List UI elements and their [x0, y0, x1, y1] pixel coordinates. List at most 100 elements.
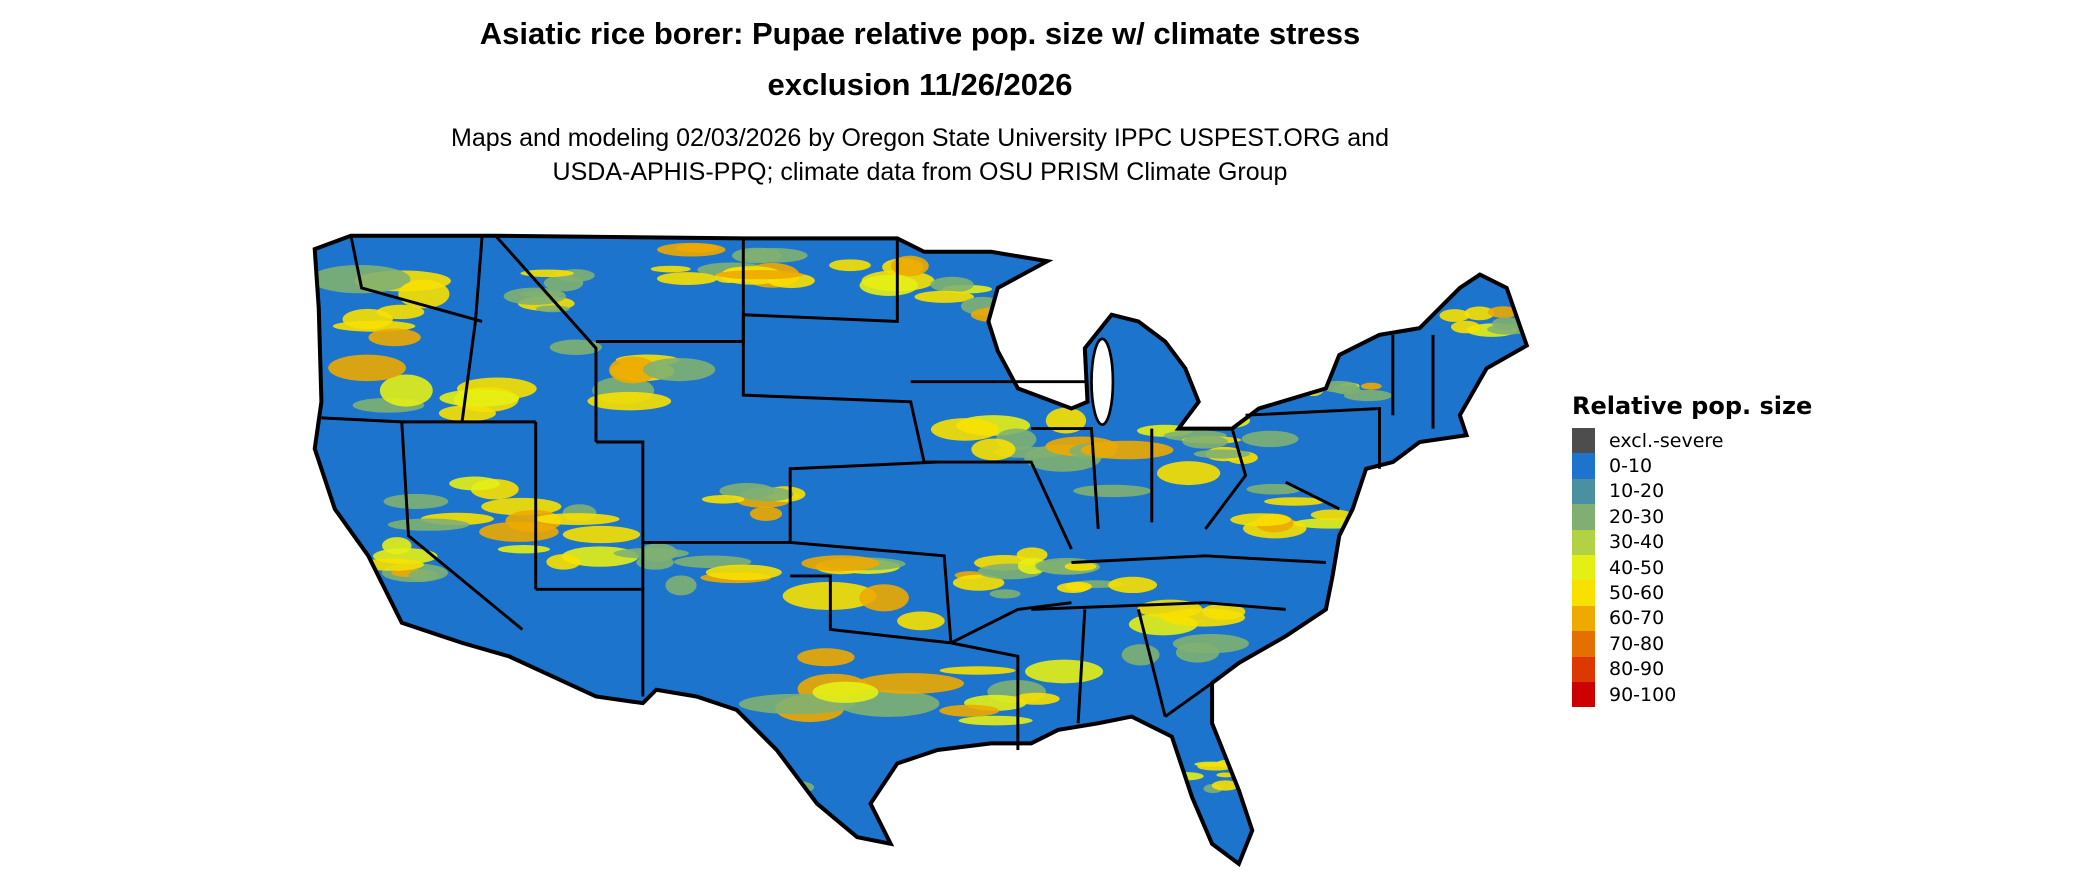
suitability-patch — [1175, 642, 1220, 663]
suitability-patch — [707, 818, 754, 828]
suitability-patch — [1016, 547, 1048, 563]
state-border — [790, 574, 1020, 751]
state-border — [924, 460, 1073, 550]
legend-label: excl.-severe — [1609, 429, 1724, 452]
suitability-patch — [673, 555, 752, 569]
map-title-line2: exclusion 11/26/2026 — [767, 67, 1073, 102]
suitability-patch — [1022, 313, 1087, 326]
suitability-patch — [859, 584, 909, 612]
suitability-patch — [656, 272, 718, 286]
conus-landmass — [314, 235, 1527, 864]
suitability-patch — [562, 525, 641, 544]
suitability-patch — [971, 438, 1016, 461]
legend-item: 40-50 — [1572, 554, 1812, 581]
state-border — [1285, 480, 1340, 511]
suitability-patch — [439, 389, 520, 407]
suitability-patch — [382, 537, 412, 555]
suitability-patch — [998, 298, 1045, 307]
state-border — [1136, 609, 1167, 717]
suitability-patch — [387, 518, 470, 531]
suitability-patch — [712, 805, 746, 813]
legend-swatch — [1572, 554, 1595, 581]
suitability-patch — [650, 265, 691, 273]
suitability-patch — [930, 276, 974, 293]
suitability-patch — [1211, 780, 1239, 791]
suitability-patch — [1241, 430, 1299, 448]
suitability-patch — [543, 274, 584, 292]
suitability-patch — [1014, 315, 1064, 330]
state-border — [400, 421, 524, 631]
legend-label: 0-10 — [1609, 455, 1653, 478]
legend-item: 80-90 — [1572, 656, 1812, 682]
legend-swatch — [1572, 478, 1595, 505]
suitability-patch — [829, 259, 871, 272]
national-border — [312, 233, 1530, 868]
suitability-patch — [734, 787, 804, 801]
legend-label: 40-50 — [1609, 556, 1665, 579]
suitability-patch — [716, 784, 758, 798]
suitability-patch — [732, 247, 782, 264]
suitability-patch — [1121, 644, 1160, 666]
legend-item: excl.-severe — [1572, 428, 1812, 454]
suitability-patch — [1464, 306, 1495, 321]
legend-title: Relative pop. size — [1572, 392, 1813, 420]
legend-item: 70-80 — [1572, 631, 1812, 657]
suitability-patch — [1065, 581, 1093, 592]
legend-swatch — [1572, 529, 1595, 555]
legend-item: 0-10 — [1572, 453, 1812, 479]
state-border — [950, 601, 1072, 645]
suitability-patch — [1045, 407, 1087, 434]
suitability-patch — [383, 493, 449, 510]
legend-label: 10-20 — [1609, 480, 1665, 503]
suitability-patch — [609, 356, 658, 384]
legend-label: 30-40 — [1609, 531, 1665, 554]
suitability-patch — [1108, 576, 1158, 594]
suitability-patch — [812, 681, 879, 703]
suitability-patch — [408, 569, 439, 582]
suitability-patch — [857, 673, 964, 694]
suitability-patch — [520, 290, 565, 297]
suitability-patch — [1013, 692, 1060, 705]
suitability-patch — [716, 269, 804, 280]
state-border — [741, 314, 926, 463]
suitability-patch — [546, 554, 581, 570]
suitability-patch — [1439, 309, 1470, 322]
suitability-patch — [1360, 382, 1382, 390]
suitability-patch — [328, 354, 406, 382]
state-border — [1071, 554, 1326, 564]
suitability-patch — [1343, 389, 1393, 402]
state-border — [790, 540, 953, 643]
suitability-patch — [1230, 513, 1291, 527]
legend-swatch — [1572, 656, 1595, 682]
legend-label: 80-90 — [1609, 658, 1665, 681]
legend-swatch — [1572, 580, 1595, 606]
legend-swatch — [1572, 605, 1595, 632]
suitability-patch — [665, 575, 697, 596]
suitability-patch — [754, 802, 812, 821]
suitability-patch — [497, 545, 550, 554]
suitability-patch — [736, 782, 768, 801]
legend-label: 70-80 — [1609, 632, 1665, 655]
suitability-patch — [339, 552, 367, 566]
suitability-patch — [897, 611, 945, 631]
suitability-patch — [939, 704, 1000, 717]
suitability-patch — [741, 487, 794, 502]
suitability-patch — [379, 374, 433, 407]
state-border — [460, 235, 484, 423]
lake-michigan — [1090, 337, 1115, 426]
suitability-patch — [701, 495, 745, 504]
suitability-patch — [368, 328, 421, 347]
suitability-patch — [1032, 309, 1070, 320]
legend-item: 60-70 — [1572, 605, 1812, 632]
legend-label: 60-70 — [1609, 607, 1665, 630]
suitability-patch — [859, 274, 919, 296]
state-border — [1031, 427, 1100, 530]
suitability-patch — [914, 290, 975, 303]
legend-swatch — [1572, 428, 1595, 454]
state-border — [1245, 406, 1381, 469]
legend-item: 90-100 — [1572, 681, 1812, 708]
suitability-patch — [939, 666, 1016, 675]
legend-swatch — [1572, 681, 1595, 708]
state-border — [642, 460, 938, 544]
